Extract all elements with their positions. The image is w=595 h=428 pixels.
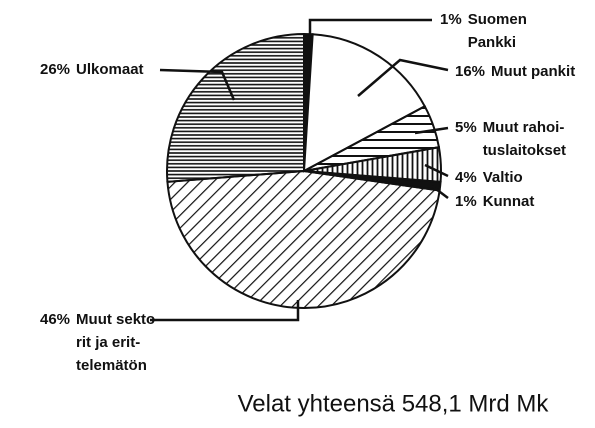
leader-line — [431, 185, 449, 199]
value-label: 1% — [455, 193, 477, 210]
value-label: 1% — [440, 11, 462, 28]
slice-label: Muut pankit — [491, 63, 575, 80]
slice-label: tuslaitokset — [483, 142, 566, 159]
slice-label: Valtio — [483, 169, 523, 186]
leader-line — [357, 58, 449, 97]
leader-line — [308, 18, 432, 36]
value-label: 5% — [455, 119, 477, 136]
value-label: 46% — [40, 311, 70, 328]
pie-slice — [166, 32, 305, 183]
value-label: 16% — [455, 63, 485, 80]
pie-slice — [302, 33, 427, 173]
slice-label: rit ja erit- — [76, 334, 140, 351]
slice-label: telemätön — [76, 357, 147, 374]
leader-line — [414, 126, 449, 135]
leader-line — [159, 68, 236, 101]
slice-label: Muut rahoi- — [483, 119, 565, 136]
slice-label: Kunnat — [483, 193, 535, 210]
chart-title: Velat yhteensä 548,1 Mrd Mk — [238, 390, 550, 417]
value-label: 4% — [455, 169, 477, 186]
pie-slice — [166, 169, 441, 309]
leader-line — [150, 300, 300, 322]
slice-label: Suomen — [468, 11, 527, 28]
slice-label: Ulkomaat — [76, 61, 144, 78]
leader-line — [424, 163, 449, 178]
slice-label: Muut sekto- — [76, 311, 160, 328]
value-label: 26% — [40, 61, 70, 78]
slice-label: Pankki — [468, 34, 516, 51]
